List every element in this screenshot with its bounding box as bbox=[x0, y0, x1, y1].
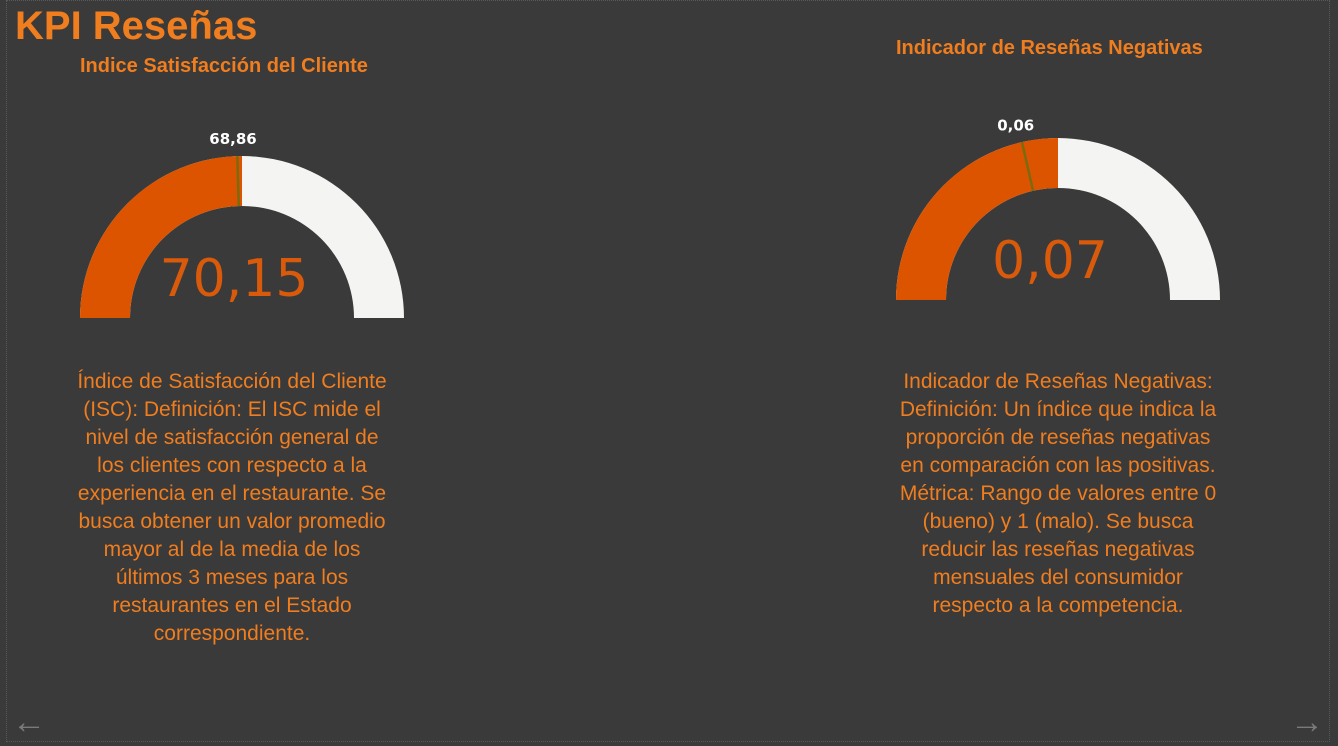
arrow-left-icon[interactable]: ← bbox=[12, 703, 46, 741]
arrow-right-icon[interactable]: → bbox=[1290, 703, 1324, 741]
negativas-gauge-title: Indicador de Reseñas Negativas bbox=[896, 37, 1203, 59]
isc-gauge-fill-arc bbox=[80, 156, 242, 318]
negativas-description: Indicador de Reseñas Negativas: Definici… bbox=[899, 370, 1217, 617]
isc-description: Índice de Satisfacción del Cliente (ISC)… bbox=[77, 370, 387, 645]
isc-gauge[interactable]: 68,86 70,15 bbox=[60, 130, 430, 330]
negativas-gauge-target-label: 0,06 bbox=[997, 116, 1034, 134]
negativas-gauge-value: 0,07 bbox=[992, 231, 1108, 291]
report-frame bbox=[6, 0, 1330, 742]
isc-gauge-target-marker bbox=[236, 156, 241, 207]
isc-gauge-value: 70,15 bbox=[160, 249, 309, 309]
negativas-gauge-fill-arc bbox=[896, 138, 1058, 300]
page-title: KPI Reseñas bbox=[15, 4, 258, 48]
negativas-gauge[interactable]: 0,06 0,07 bbox=[876, 112, 1246, 312]
isc-gauge-target-label: 68,86 bbox=[209, 130, 256, 148]
negativas-gauge-target-marker bbox=[1020, 141, 1035, 192]
isc-gauge-title: Indice Satisfacción del Cliente bbox=[80, 55, 368, 77]
